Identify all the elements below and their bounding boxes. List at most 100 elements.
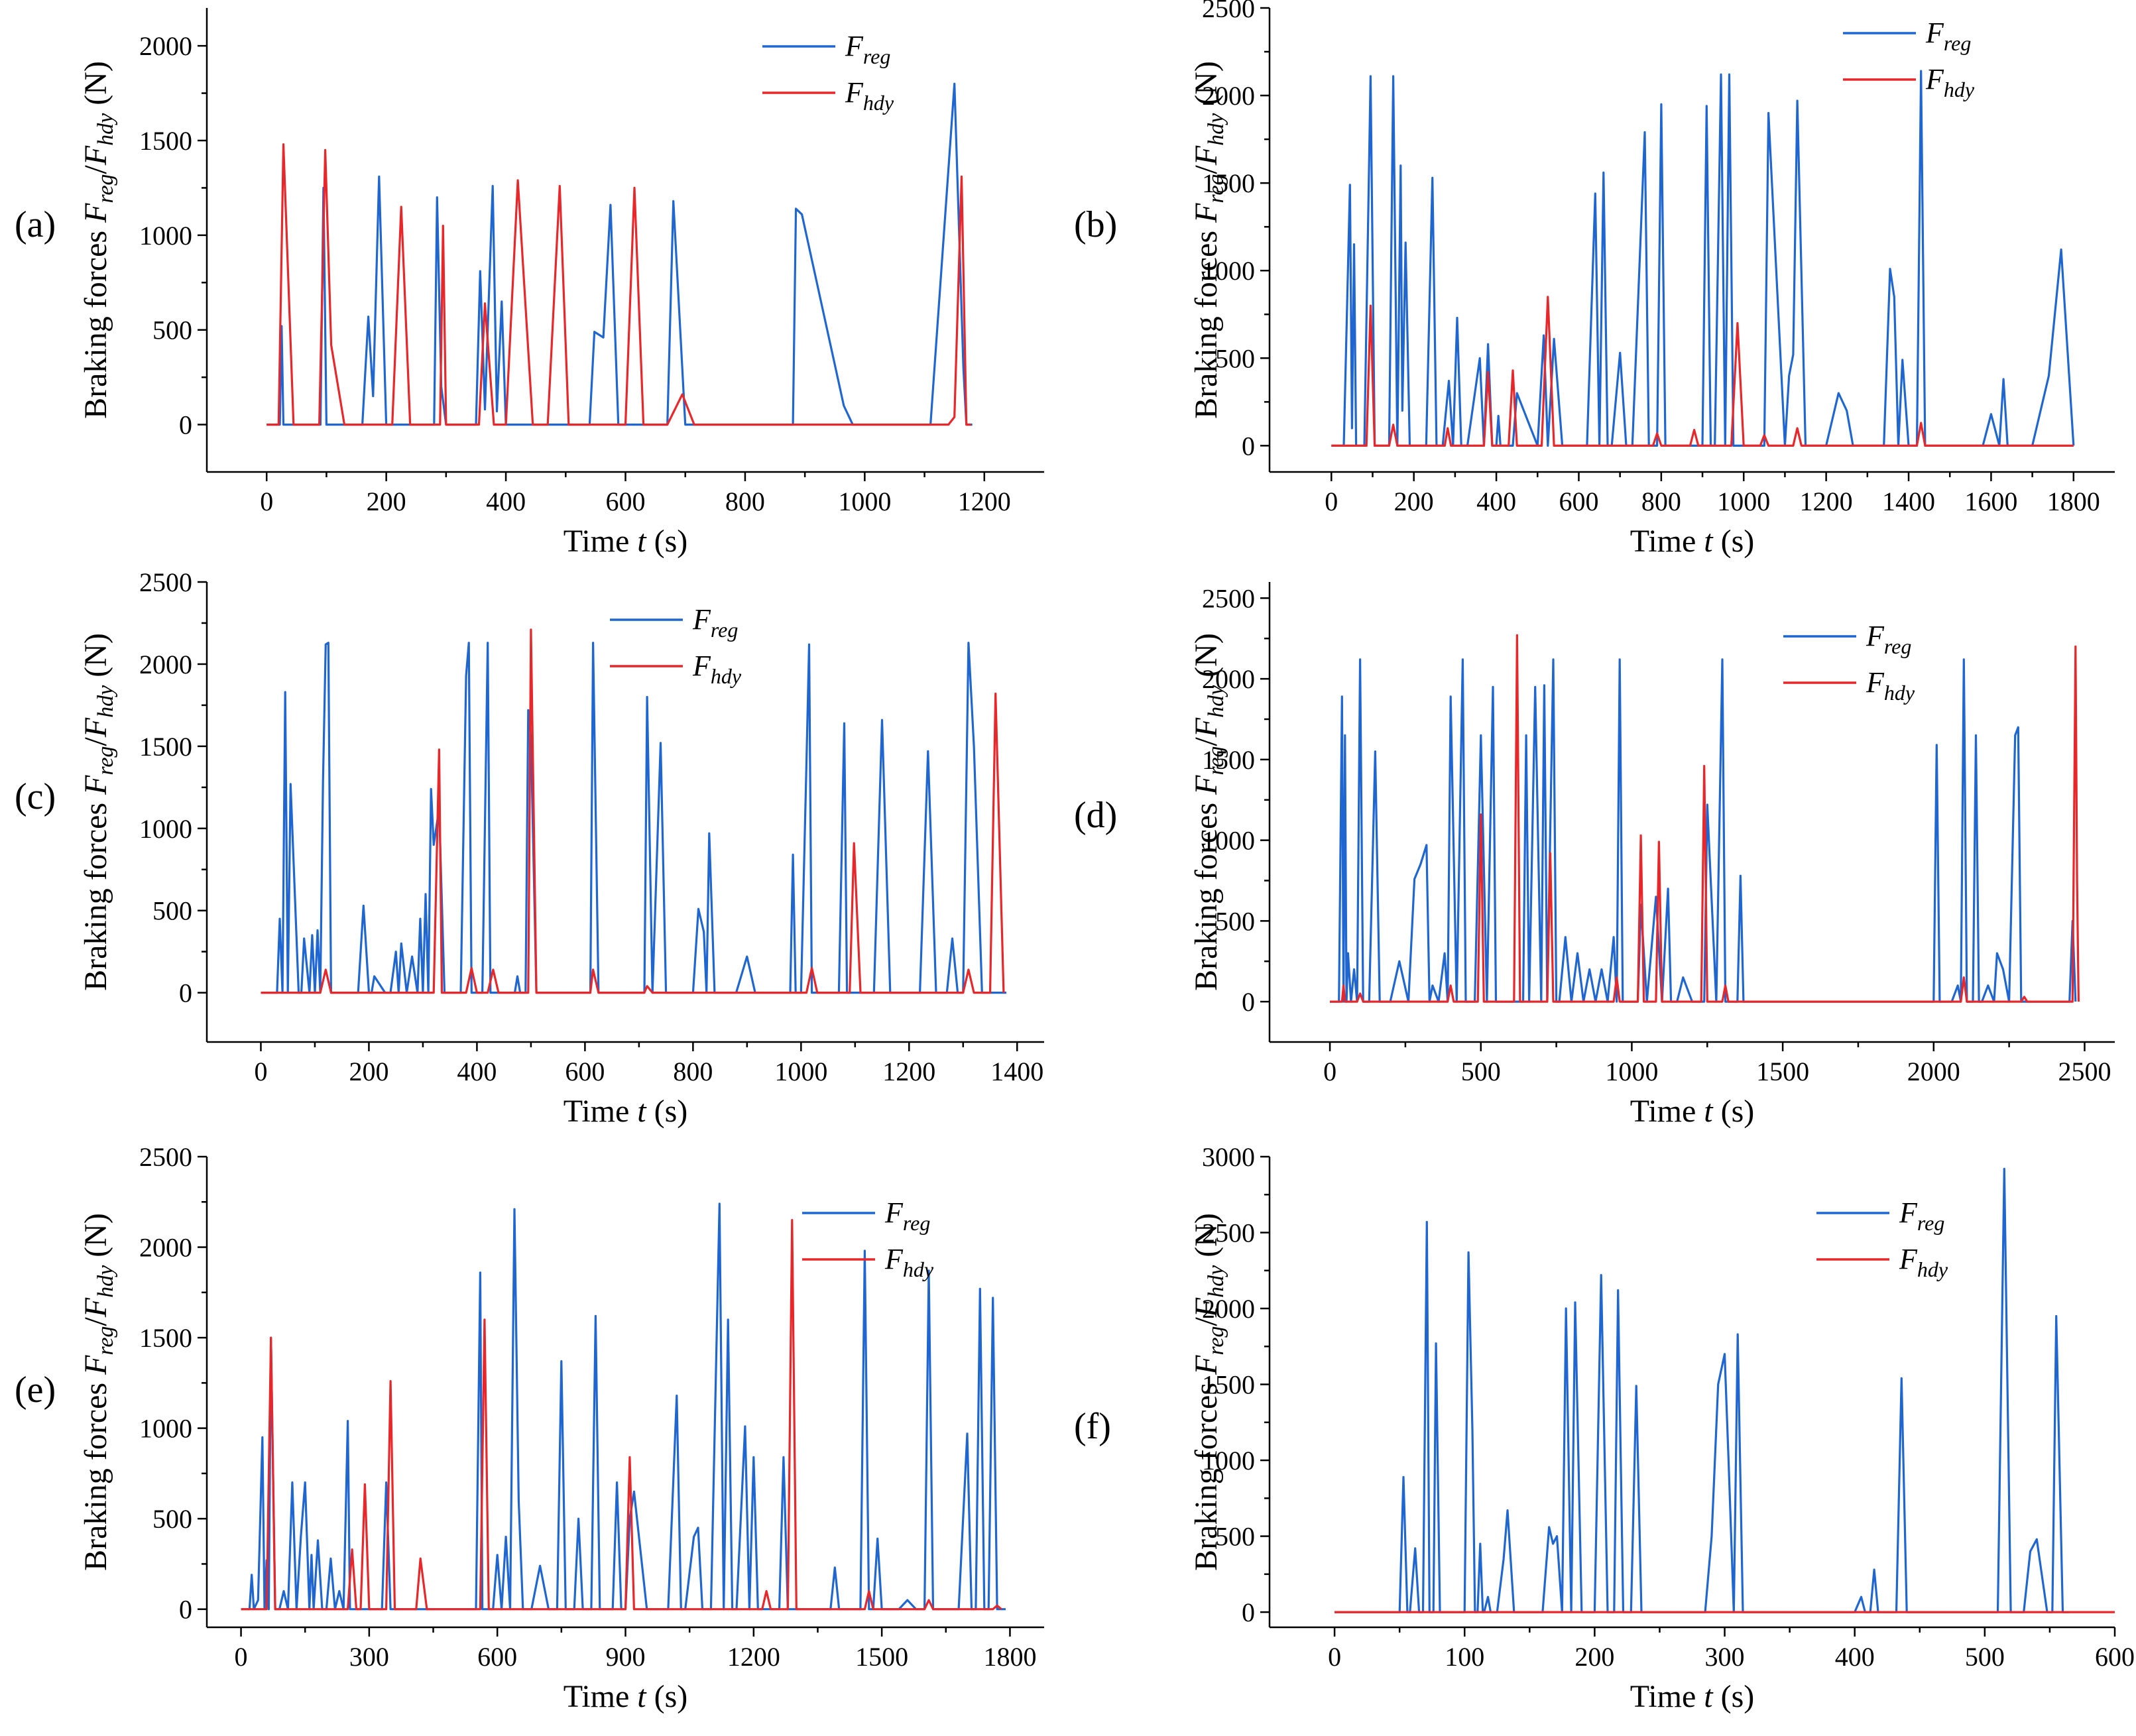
axes [198,581,1044,1051]
y-tick-label: 3000 [1202,1142,1255,1172]
y-tick-label: 2000 [1202,1294,1255,1324]
x-tick-label: 1200 [882,1057,935,1086]
x-tick-label: 1000 [774,1057,827,1086]
legend-label-hdy: Fhdy [1925,63,1975,101]
series-line-reg [241,1202,1006,1611]
y-tick-label: 1500 [1202,1370,1255,1400]
legend-label-reg: Freg [845,30,890,68]
series-line-reg [1335,1167,2070,1613]
y-tick-label: 2000 [139,31,192,61]
x-tick-label: 1000 [1717,487,1770,516]
x-tick-label: 1500 [1756,1057,1809,1086]
axes [1260,7,2115,481]
axes [198,1155,1044,1637]
x-tick-label: 400 [486,487,526,516]
y-axis-label: Braking forces Freg/Fhdy (N) [1189,61,1228,419]
x-tick-label: 0 [260,487,273,516]
chart-panel-5: 0 300 600 900 1200 1500 1800 0 500 1000 1500 2000 25… [15,1142,1044,1714]
x-tick-label: 200 [349,1057,388,1086]
x-tick-label: 300 [349,1642,389,1672]
y-tick-label: 500 [152,316,192,345]
legend-label-hdy: Fhdy [1899,1243,1948,1281]
panel-label: (b) [1074,204,1117,245]
y-tick-label: 500 [1215,343,1255,373]
series-line-hdy [1330,634,2080,1003]
y-tick-label: 1000 [139,221,192,251]
y-tick-label: 1500 [139,1323,192,1353]
legend: Freg Fhdy [1783,620,1915,705]
x-tick-label: 1000 [1605,1057,1658,1086]
chart-panel-4: 0 500 1000 1500 2000 2500 0 500 1000 1500 2000 2500… [1074,582,2115,1129]
y-tick-label: 2500 [139,567,192,597]
x-axis-label: Time t (s) [564,1094,688,1129]
x-tick-label: 0 [1323,1057,1336,1086]
panel-label: (e) [15,1369,56,1411]
legend-label-hdy: Fhdy [1866,666,1915,705]
legend-label-reg: Freg [884,1196,930,1235]
legend-label-reg: Freg [1899,1196,1944,1235]
y-tick-label: 2000 [139,1233,192,1263]
chart-panel-6: 0 100 200 300 400 500 600 0 500 1000 1500 2000 2500 3… [1074,1142,2135,1714]
x-tick-label: 400 [457,1057,497,1086]
x-tick-label: 200 [1394,487,1434,516]
x-tick-label: 0 [254,1057,267,1086]
axes [1260,1155,2116,1637]
legend: Freg Fhdy [762,30,894,115]
series-line-reg [261,642,1006,994]
chart-panel-1: 0 200 400 600 800 1000 1200 0 500 1000 1500 2000 Tim… [15,8,1044,559]
chart-panel-2: 0 200 400 600 800 1000 1200 1400 1600 1800 0 500 100… [1074,0,2115,559]
x-tick-label: 400 [1476,487,1516,516]
x-tick-label: 1200 [958,487,1011,516]
y-tick-label: 1000 [1202,256,1255,286]
x-tick-label: 600 [477,1642,517,1672]
x-axis-label: Time t (s) [564,524,688,559]
legend-label-hdy: Fhdy [884,1243,934,1281]
x-tick-label: 600 [1559,487,1598,516]
y-tick-label: 500 [152,896,192,926]
y-tick-label: 2000 [139,650,192,679]
y-tick-label: 1500 [139,126,192,156]
x-tick-label: 600 [606,487,646,516]
x-tick-label: 800 [673,1057,713,1086]
x-tick-label: 1200 [1800,487,1853,516]
panel-label: (f) [1074,1406,1111,1447]
y-axis-label: Braking forces Freg/Fhdy (N) [78,61,118,419]
axes [1260,582,2115,1051]
y-tick-label: 1500 [139,732,192,762]
x-tick-label: 400 [1835,1642,1875,1672]
y-tick-label: 1500 [1202,168,1255,198]
legend-label-hdy: Fhdy [692,650,742,688]
legend: Freg Fhdy [802,1196,934,1281]
x-tick-label: 1400 [990,1057,1043,1086]
x-tick-label: 800 [725,487,765,516]
y-axis-label: Braking forces Freg/Fhdy (N) [1189,1213,1228,1571]
x-tick-label: 500 [1965,1642,2005,1672]
x-tick-label: 500 [1461,1057,1501,1086]
y-tick-label: 500 [1215,906,1255,936]
x-tick-label: 1000 [838,487,891,516]
y-tick-label: 0 [1242,1597,1255,1627]
legend-label-hdy: Fhdy [845,76,894,115]
y-tick-label: 1000 [1202,1446,1255,1476]
y-tick-label: 2500 [1202,0,1255,23]
x-tick-label: 600 [565,1057,605,1086]
x-tick-label: 200 [367,487,406,516]
y-tick-label: 1000 [139,1414,192,1444]
legend-label-reg: Freg [1925,17,1971,55]
y-tick-label: 2500 [1202,583,1255,613]
y-tick-label: 1500 [1202,745,1255,775]
x-tick-label: 2500 [2058,1057,2111,1086]
legend: Freg Fhdy [610,603,742,688]
x-tick-label: 1200 [727,1642,780,1672]
y-tick-label: 0 [179,410,192,440]
x-tick-label: 600 [2095,1642,2135,1672]
x-tick-label: 1500 [855,1642,908,1672]
series-line-reg [1330,658,2077,1003]
legend: Freg Fhdy [1816,1196,1948,1281]
x-tick-label: 800 [1641,487,1681,516]
x-axis-label: Time t (s) [564,1679,688,1714]
y-tick-label: 0 [179,978,192,1008]
y-tick-label: 500 [1215,1522,1255,1552]
x-tick-label: 1600 [1964,487,2017,516]
